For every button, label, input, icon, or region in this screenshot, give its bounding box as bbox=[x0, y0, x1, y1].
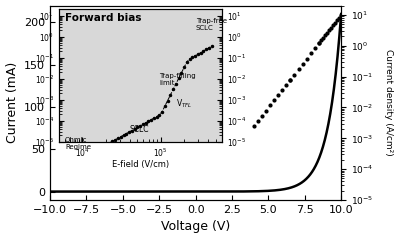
Y-axis label: Current (mA): Current (mA) bbox=[6, 62, 19, 143]
X-axis label: Voltage (V): Voltage (V) bbox=[161, 220, 230, 234]
Y-axis label: Current density (A/cm²): Current density (A/cm²) bbox=[385, 49, 393, 156]
